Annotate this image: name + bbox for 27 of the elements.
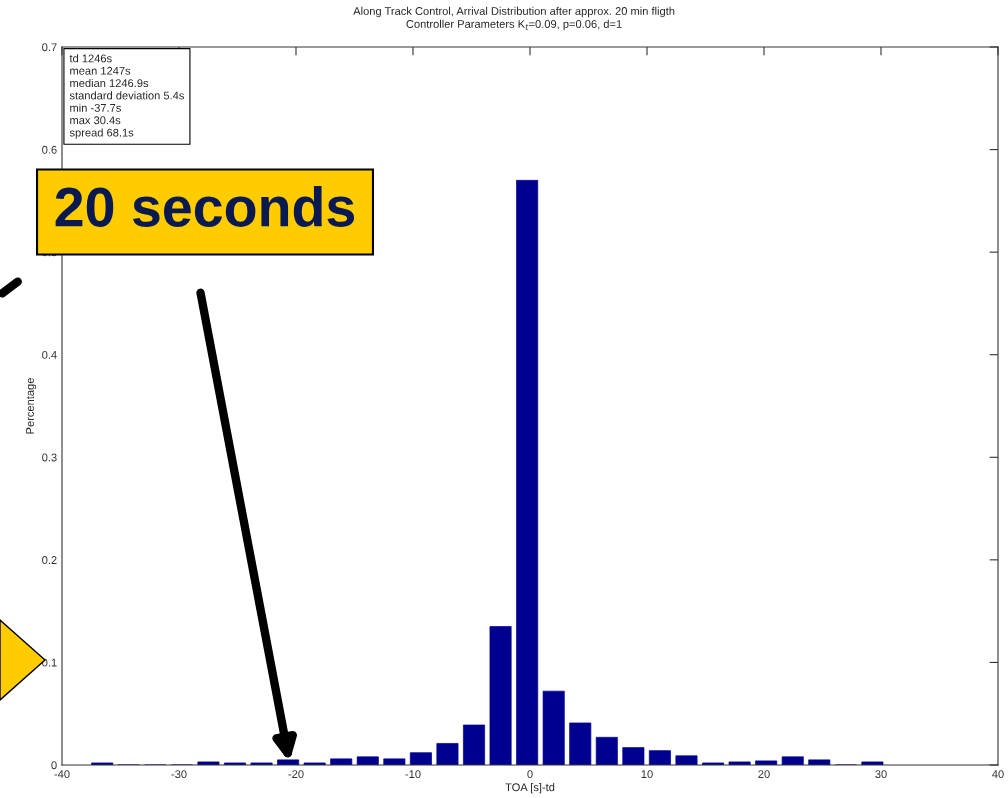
y-tick-label: 0.4 [42, 350, 57, 359]
y-tick-label: 0.3 [42, 453, 57, 462]
x-tick-label: 40 [992, 770, 1004, 779]
annotation: min -37.7s [70, 103, 121, 112]
annotation: median 1246.9s [70, 78, 149, 88]
y-tick-label: 0.6 [42, 145, 57, 154]
annotation: 20 seconds [55, 186, 355, 227]
annotation: spread 68.1s [69, 128, 134, 139]
x-tick-label: 10 [641, 770, 653, 779]
x-tick-label: -20 [288, 770, 304, 779]
x-tick-label: -10 [405, 770, 421, 779]
annotation: td 1246s [69, 54, 112, 63]
annotation: standard deviation 5.4s [69, 91, 184, 100]
y-tick-label: 0.2 [42, 556, 57, 564]
annotation: max 30.4s [70, 116, 121, 125]
y-tick-label: 0.7 [42, 43, 57, 52]
x-tick-label: 0 [527, 770, 533, 779]
x-tick-label: 30 [875, 770, 887, 779]
chart-subtitle: Controller Parameters K$_{t}$=0.09, p=0.06, d=1 [406, 19, 622, 31]
y-axis-title: Percentage [26, 378, 37, 434]
x-axis-title: TOA [s]-td [505, 783, 555, 794]
chart-title: Along Track Control, Arrival Distribution after approx. 20 min fligth [353, 6, 675, 18]
x-tick-label: -30 [171, 770, 187, 779]
x-tick-label: 20 [758, 770, 770, 779]
annotation: mean 1247s [70, 66, 131, 75]
x-tick-label: -40 [54, 770, 70, 779]
y-tick-label: 0 [51, 761, 57, 770]
